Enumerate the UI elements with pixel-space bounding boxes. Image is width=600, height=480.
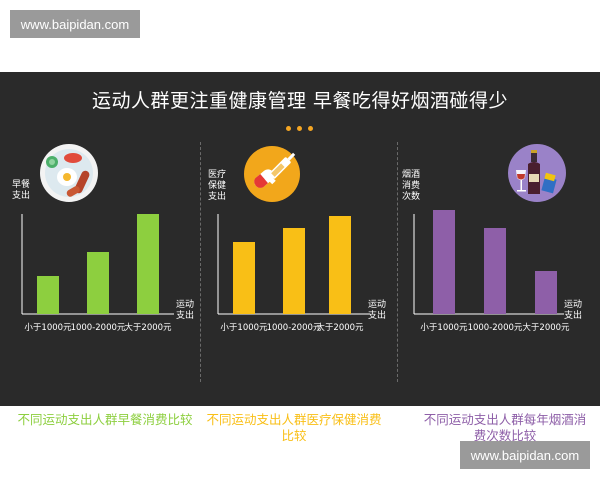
chart-3-ylabel: 烟酒消费次数	[402, 170, 421, 202]
x-tick-label: 大于2000元	[522, 322, 570, 333]
chart-3-xlabel: 运动支出	[564, 300, 583, 321]
chart-breakfast: 早餐支出 小于1000元 1000-2000元 大于2000元 运动支出 不同运动支…	[10, 144, 200, 427]
x-tick-label: 小于1000元	[420, 322, 468, 333]
medicine-pill-syringe-icon	[244, 146, 300, 202]
bar-3	[535, 271, 557, 314]
bar-3	[329, 216, 351, 314]
x-tick-label: 小于1000元	[220, 322, 268, 333]
infographic-panel: 运动人群更注重健康管理 早餐吃得好烟酒碰得少 早餐支出 小于1000元 1000-…	[0, 72, 600, 443]
chart-1-xlabel: 运动支出	[176, 300, 195, 321]
chart-tobacco-alcohol: 烟酒消费次数 小于1000元 1000-2000元 大于2000元 运动支出 不同运…	[400, 144, 590, 443]
chart-medical: 医疗保健支出 小于1000元 1000-2000元 大于2000元 运动支出 不同运…	[206, 144, 396, 443]
chart-1-caption: 不同运动支出人群早餐消费比较	[17, 412, 193, 427]
x-tick-label: 大于2000元	[124, 322, 172, 333]
chart-1-ylabel: 早餐支出	[12, 180, 31, 201]
bar-3	[137, 214, 159, 314]
breakfast-plate-icon	[40, 144, 98, 202]
bar-2	[484, 228, 506, 314]
bar-2	[283, 228, 305, 314]
watermark-bottom: www.baipidan.com	[460, 441, 590, 469]
watermark-top: www.baipidan.com	[10, 10, 140, 38]
chart-2-caption: 不同运动支出人群医疗保健消费比较	[206, 412, 382, 443]
chart-2-ylabel: 医疗保健支出	[208, 170, 227, 202]
bar-1	[233, 242, 255, 314]
title-dots	[286, 126, 314, 132]
chart-3-caption: 不同运动支出人群每年烟酒消费次数比较	[423, 412, 587, 443]
x-tick-label: 1000-2000元	[71, 323, 126, 333]
wine-bottle-icon	[508, 144, 566, 202]
page-title: 运动人群更注重健康管理 早餐吃得好烟酒碰得少	[91, 90, 509, 112]
x-tick-label: 小于1000元	[24, 322, 72, 333]
x-tick-label: 1000-2000元	[267, 323, 322, 333]
bar-1	[37, 276, 59, 314]
bar-2	[87, 252, 109, 314]
x-tick-label: 大于2000元	[316, 322, 364, 333]
x-tick-label: 1000-2000元	[468, 323, 523, 333]
bar-1	[433, 210, 455, 314]
chart-2-xlabel: 运动支出	[368, 300, 387, 321]
divider-1	[200, 142, 201, 382]
divider-2	[397, 142, 398, 382]
